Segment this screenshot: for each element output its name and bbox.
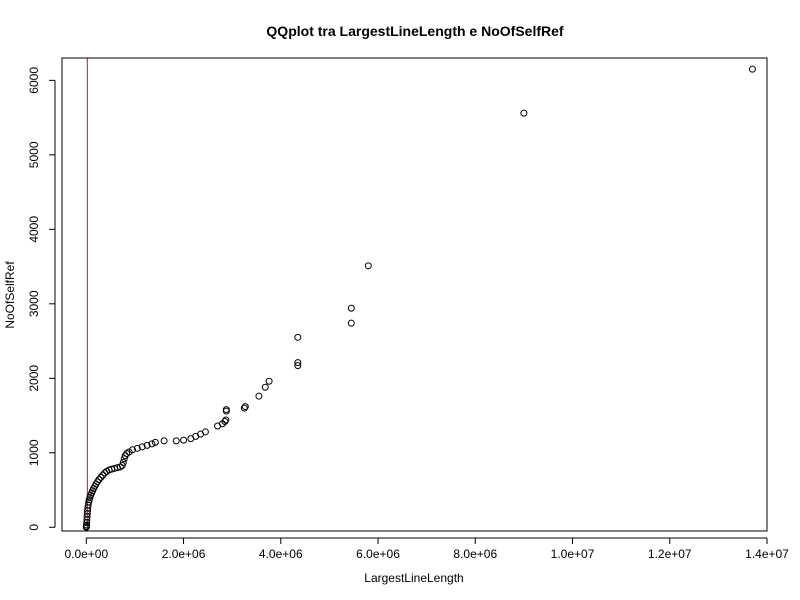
data-point [265, 377, 273, 385]
x-tick-label: 4.0e+06 [259, 547, 303, 561]
chart-title: QQplot tra LargestLineLength e NoOfSelfR… [266, 23, 563, 39]
data-point [83, 521, 91, 529]
y-tick-label: 6000 [27, 67, 41, 94]
data-point [143, 441, 151, 449]
data-point [364, 262, 372, 270]
data-point [222, 416, 230, 424]
x-tick-label: 1.4e+07 [745, 547, 789, 561]
y-tick-label: 0 [27, 524, 41, 531]
data-point [520, 109, 528, 117]
data-point [240, 404, 248, 412]
y-axis-label: NoOfSelfRef [3, 261, 17, 329]
data-point [347, 319, 355, 327]
data-point [222, 406, 230, 414]
data-point [84, 501, 92, 509]
data-point [294, 359, 302, 367]
data-point [133, 444, 141, 452]
data-point [151, 438, 159, 446]
data-point [748, 65, 756, 73]
x-tick-label: 1.0e+07 [551, 547, 595, 561]
y-tick-label: 1000 [27, 439, 41, 466]
x-tick-label: 6.0e+06 [356, 547, 400, 561]
y-axis: 0 1000 2000 3000 4000 5000 6000 [27, 67, 56, 531]
x-tick-label: 8.0e+06 [453, 547, 497, 561]
data-point [119, 458, 127, 466]
data-point [148, 440, 156, 448]
data-point [347, 304, 355, 312]
data-point [294, 362, 302, 370]
x-axis-label: LargestLineLength [364, 571, 463, 585]
data-point [95, 476, 103, 484]
data-point [241, 403, 249, 411]
y-tick-label: 4000 [27, 216, 41, 243]
data-point [180, 436, 188, 444]
data-point [172, 437, 180, 445]
plot-frame [61, 57, 768, 532]
data-point [138, 443, 146, 451]
data-point [221, 418, 229, 426]
points-layer [82, 65, 756, 531]
data-point [255, 392, 263, 400]
data-point [99, 471, 107, 479]
data-point [97, 473, 105, 481]
x-tick-label: 0.0e+00 [64, 547, 108, 561]
data-point [118, 461, 126, 469]
x-axis: 0.0e+00 2.0e+06 4.0e+06 6.0e+06 8.0e+06 1.0e+… [64, 537, 789, 561]
data-point [160, 437, 168, 445]
data-point [129, 446, 136, 454]
data-point [294, 333, 302, 341]
y-tick-label: 2000 [27, 365, 41, 392]
y-tick-label: 5000 [27, 141, 41, 168]
y-tick-label: 3000 [27, 290, 41, 317]
x-tick-label: 2.0e+06 [162, 547, 206, 561]
x-tick-label: 1.2e+07 [648, 547, 692, 561]
data-point [201, 428, 209, 436]
data-point [261, 383, 269, 391]
